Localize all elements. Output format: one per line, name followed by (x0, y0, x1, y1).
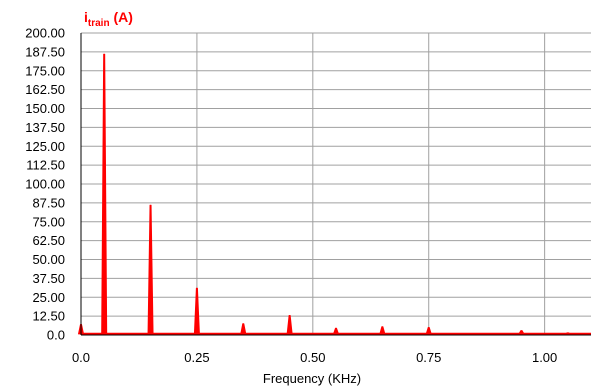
y-tick-label: 125.00 (25, 139, 65, 154)
spectrum-peak (564, 332, 571, 335)
y-tick-label: 175.00 (25, 63, 65, 78)
x-tick-label: 0.25 (184, 350, 209, 365)
y-tick-label: 37.50 (32, 271, 65, 286)
spectrum-peak (333, 327, 339, 335)
series-title-main: i (84, 9, 88, 25)
x-tick-label: 1.00 (532, 350, 557, 365)
series-title: itrain (A) (84, 9, 133, 29)
y-tick-label: 0.0 (47, 328, 65, 343)
y-tick-label: 50.00 (32, 252, 65, 267)
spectrum-peak (425, 327, 432, 335)
series-title-unit: (A) (110, 9, 133, 25)
x-tick-label: 0.50 (300, 350, 325, 365)
series-layer (78, 53, 591, 336)
y-tick-label: 87.50 (32, 195, 65, 210)
spectrum-peak (286, 314, 293, 335)
x-axis-label: Frequency (KHz) (263, 371, 361, 386)
spectrum-peak (379, 326, 386, 335)
y-tick-label: 187.50 (25, 44, 65, 59)
y-tick-label: 12.50 (32, 309, 65, 324)
spectrum-peak (518, 330, 525, 335)
y-tick-labels: 0.0 12.50 25.00 37.50 50.00 62.50 75.00 87.50 10… (25, 26, 65, 343)
spectrum-peak (101, 53, 108, 335)
grid-lines (81, 32, 591, 335)
axes (80, 33, 591, 336)
y-tick-label: 162.50 (25, 82, 65, 97)
y-tick-label: 75.00 (32, 214, 65, 229)
x-tick-labels: 0.0 0.25 0.50 0.75 1.00 (72, 350, 557, 365)
y-tick-label: 137.50 (25, 120, 65, 135)
y-tick-label: 150.00 (25, 101, 65, 116)
y-tick-label: 100.00 (25, 177, 65, 192)
spectrum-peak (472, 333, 479, 335)
x-tick-label: 0.0 (72, 350, 90, 365)
y-tick-label: 200.00 (25, 26, 65, 41)
spectrum-peak (147, 204, 154, 335)
series-title-subscript: train (88, 18, 110, 29)
y-tick-label: 25.00 (32, 290, 65, 305)
spectrum-peak (193, 287, 200, 335)
y-tick-label: 62.50 (32, 233, 65, 248)
x-tick-label: 0.75 (416, 350, 441, 365)
spectrum-peak (240, 323, 247, 335)
y-tick-label: 112.50 (26, 158, 65, 173)
